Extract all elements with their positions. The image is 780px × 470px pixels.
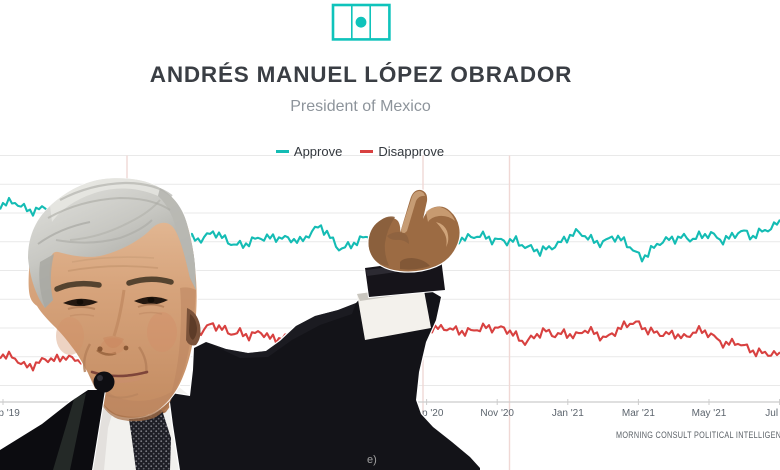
svg-text:Mar '21: Mar '21 [622,408,655,419]
svg-text:Sep '19: Sep '19 [0,408,20,419]
svg-text:Sep '20: Sep '20 [410,408,444,419]
svg-text:Jul '21: Jul '21 [765,408,780,419]
svg-text:May '21: May '21 [692,408,727,419]
svg-text:e): e) [367,454,377,466]
svg-text:MORNING CONSULT POLITICAL INTE: MORNING CONSULT POLITICAL INTELLIGENCE [616,430,780,441]
svg-text:Nov '20: Nov '20 [480,408,514,419]
svg-text:Jan '21: Jan '21 [552,408,584,419]
